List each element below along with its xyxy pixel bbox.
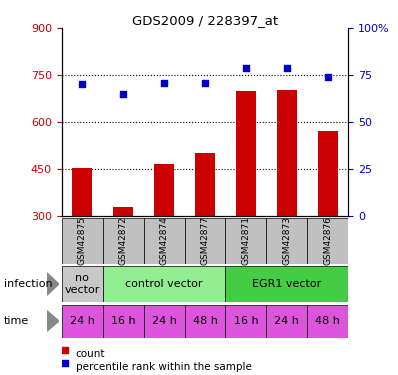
- Bar: [113, 207, 133, 216]
- Point: [284, 64, 290, 70]
- Text: control vector: control vector: [125, 279, 203, 289]
- Text: GSM42874: GSM42874: [160, 216, 168, 266]
- Bar: [154, 164, 174, 216]
- Point: [62, 360, 68, 366]
- Point: [243, 64, 249, 70]
- Bar: [62, 217, 103, 264]
- Bar: [72, 168, 92, 216]
- Bar: [195, 153, 215, 216]
- Text: GSM42876: GSM42876: [323, 216, 332, 266]
- Text: 24 h: 24 h: [70, 316, 95, 326]
- Bar: [225, 304, 266, 338]
- Point: [202, 80, 208, 86]
- Polygon shape: [47, 273, 59, 295]
- Bar: [318, 131, 338, 216]
- Point: [120, 91, 126, 97]
- Bar: [277, 90, 297, 216]
- Text: 16 h: 16 h: [111, 316, 135, 326]
- Text: infection: infection: [4, 279, 53, 289]
- Point: [62, 346, 68, 352]
- Bar: [144, 304, 185, 338]
- Polygon shape: [47, 311, 59, 331]
- Bar: [236, 91, 256, 216]
- Text: GSM42875: GSM42875: [78, 216, 87, 266]
- Bar: [266, 304, 307, 338]
- Text: 48 h: 48 h: [315, 316, 340, 326]
- Bar: [225, 217, 266, 264]
- Text: time: time: [4, 316, 29, 326]
- Text: count: count: [76, 350, 105, 359]
- Text: GSM42872: GSM42872: [119, 216, 128, 266]
- Text: GSM42877: GSM42877: [201, 216, 209, 266]
- Bar: [185, 304, 225, 338]
- Bar: [266, 217, 307, 264]
- Bar: [62, 304, 103, 338]
- Bar: [307, 304, 348, 338]
- Bar: [185, 217, 225, 264]
- Bar: [103, 266, 225, 302]
- Text: GSM42873: GSM42873: [282, 216, 291, 266]
- Point: [325, 74, 331, 80]
- Bar: [103, 217, 144, 264]
- Title: GDS2009 / 228397_at: GDS2009 / 228397_at: [132, 14, 278, 27]
- Text: 24 h: 24 h: [274, 316, 299, 326]
- Text: EGR1 vector: EGR1 vector: [252, 279, 322, 289]
- Text: 16 h: 16 h: [234, 316, 258, 326]
- Text: 48 h: 48 h: [193, 316, 217, 326]
- Bar: [62, 266, 103, 302]
- Text: no
vector: no vector: [64, 273, 100, 295]
- Point: [161, 80, 167, 86]
- Text: 24 h: 24 h: [152, 316, 176, 326]
- Bar: [103, 304, 144, 338]
- Bar: [225, 266, 348, 302]
- Bar: [307, 217, 348, 264]
- Text: GSM42871: GSM42871: [242, 216, 250, 266]
- Bar: [144, 217, 185, 264]
- Text: percentile rank within the sample: percentile rank within the sample: [76, 363, 252, 372]
- Point: [79, 81, 85, 87]
